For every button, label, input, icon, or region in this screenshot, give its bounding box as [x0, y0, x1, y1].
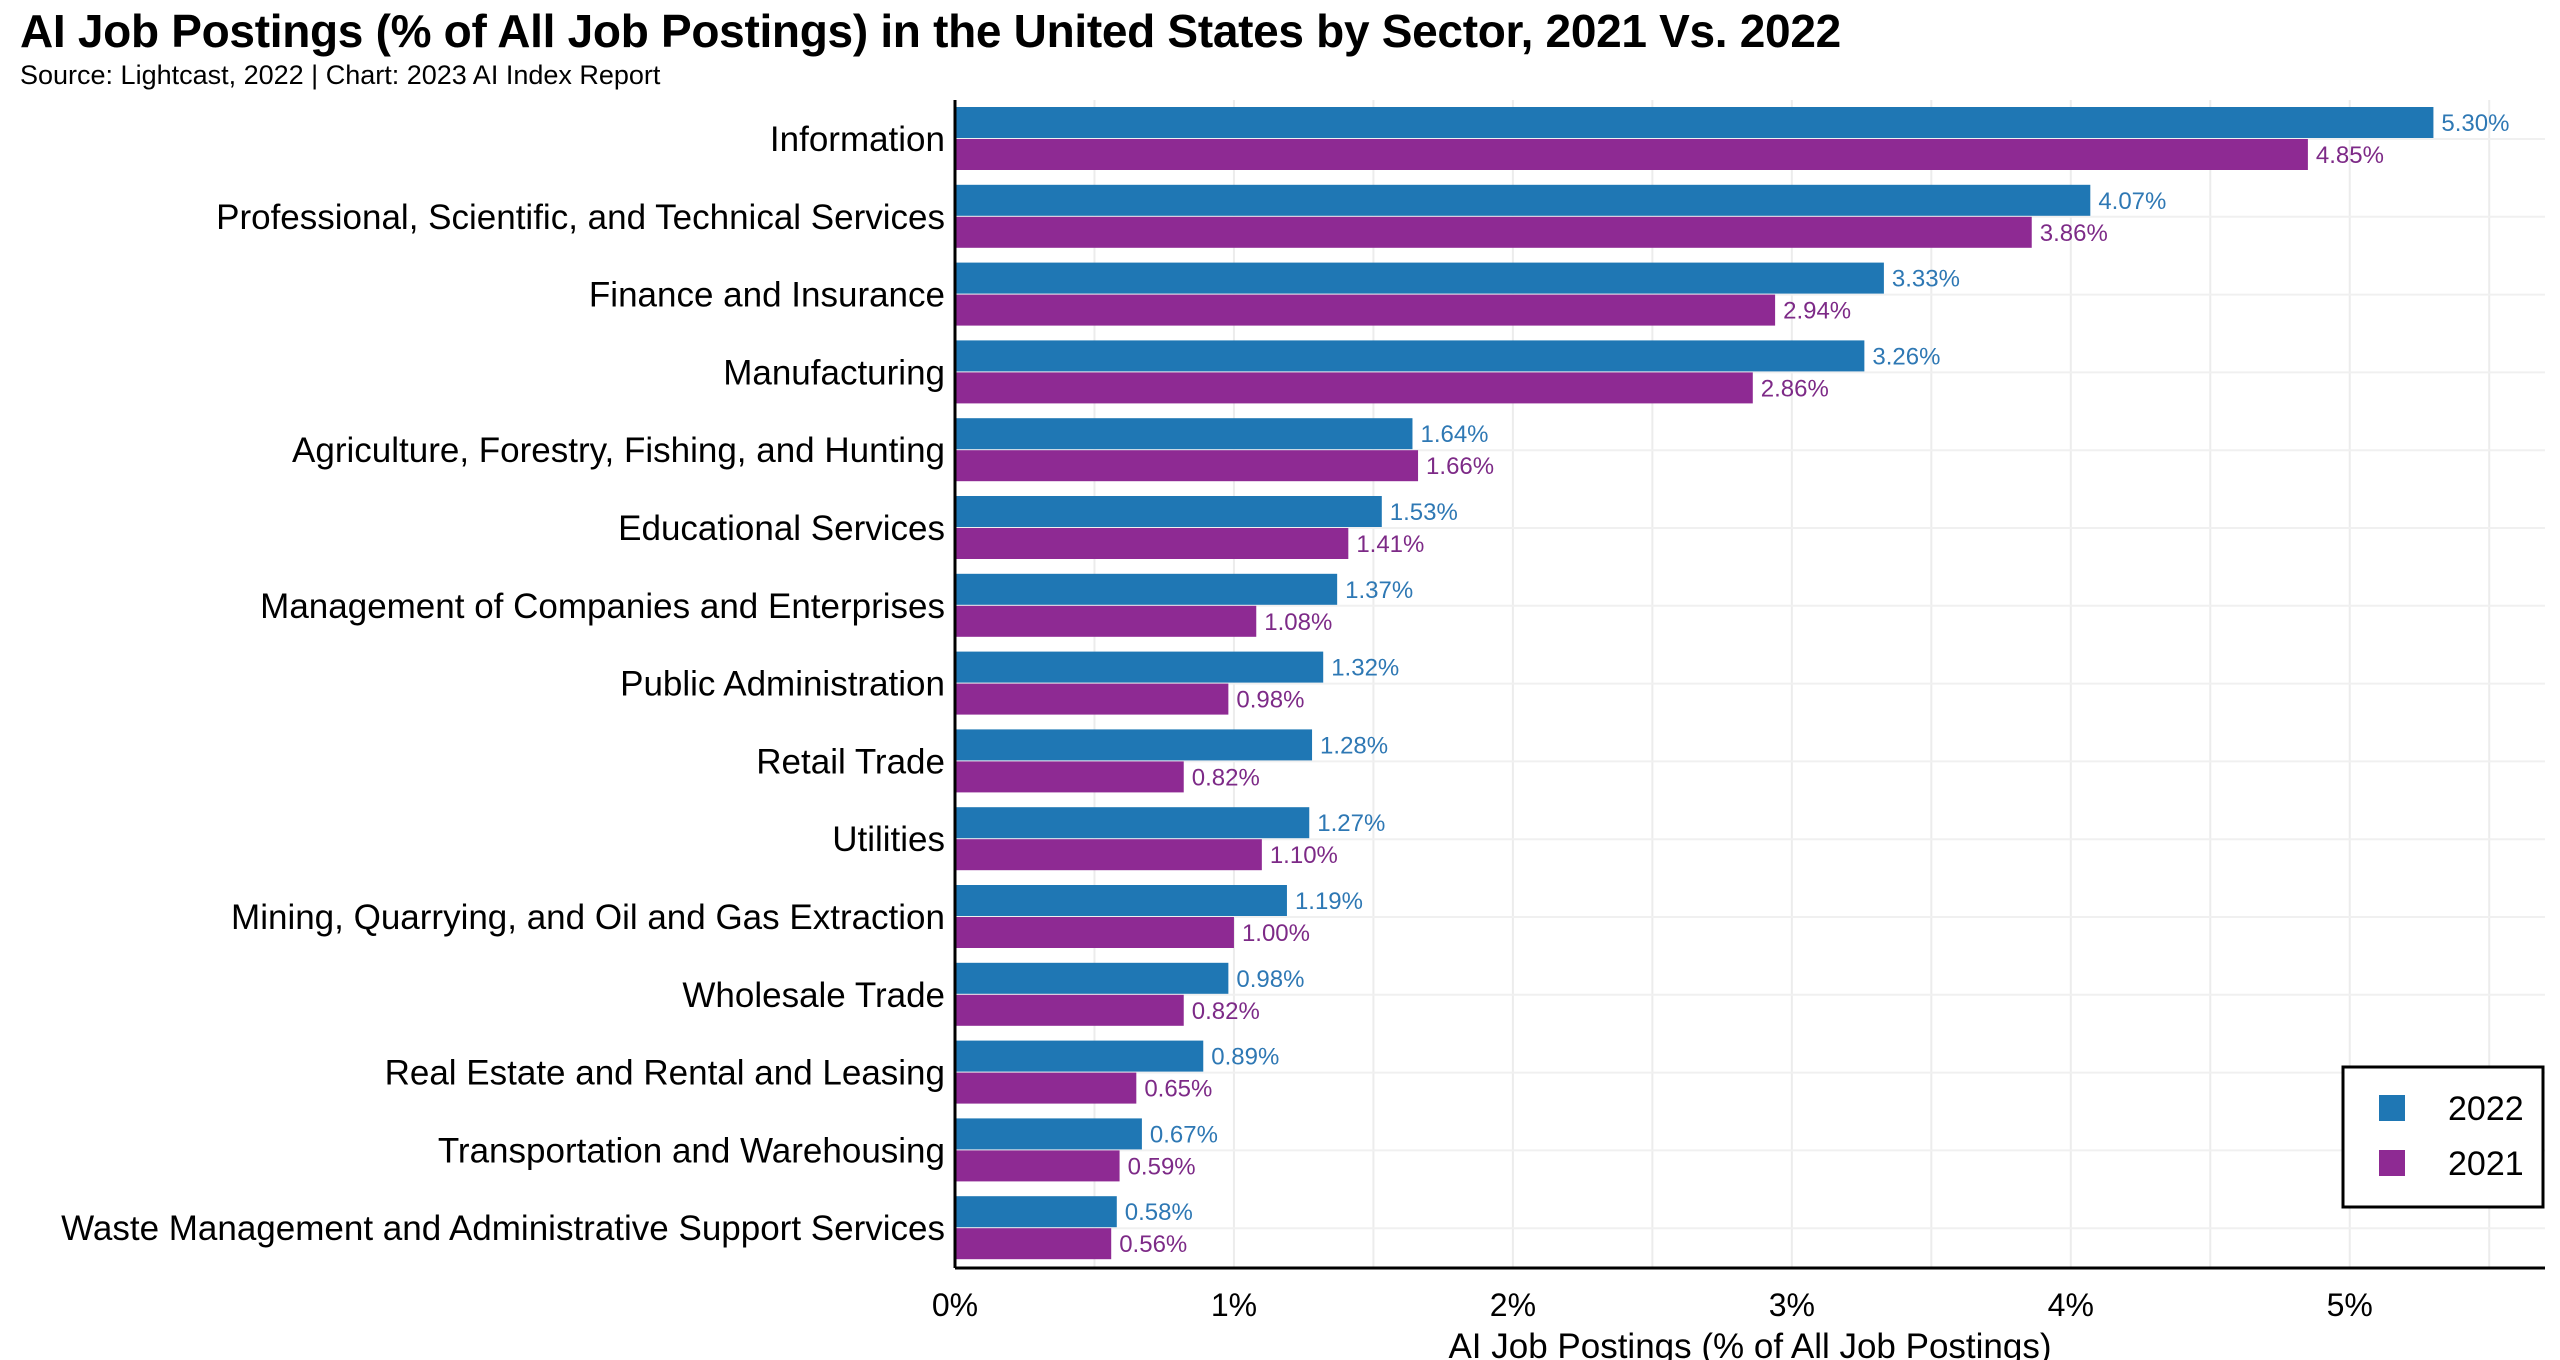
bar-2022	[955, 1040, 1204, 1072]
legend-swatch-2022	[2379, 1095, 2405, 1121]
bar-2022	[955, 184, 2091, 216]
legend: 2022 2021	[2341, 1065, 2545, 1209]
data-label-2021: 0.82%	[1192, 998, 1260, 1025]
data-label-2021: 1.66%	[1426, 453, 1494, 480]
bar-2021	[955, 294, 1776, 326]
bar-2022	[955, 807, 1310, 839]
data-label-2022: 0.98%	[1236, 966, 1304, 993]
data-label-2022: 1.27%	[1317, 810, 1385, 837]
bar-2021	[955, 994, 1184, 1026]
data-label-2021: 2.86%	[1761, 375, 1829, 402]
bar-2021	[955, 372, 1753, 404]
bar-2021	[955, 917, 1234, 948]
category-label: Utilities	[832, 820, 945, 859]
value-labels: 5.30% 4.85% 4.07% 3.86% 3.33% 2.94% 3.26% 2.86%…	[1119, 110, 2509, 1258]
data-label-2022: 1.64%	[1420, 421, 1488, 448]
bar-2022	[955, 340, 1865, 372]
data-label-2022: 0.67%	[1150, 1121, 1218, 1148]
data-label-2021: 2.94%	[1783, 298, 1851, 325]
data-label-2021: 1.10%	[1270, 842, 1338, 869]
legend-label-2022: 2022	[2448, 1090, 2524, 1128]
data-label-2021: 1.41%	[1356, 531, 1424, 558]
bar-2021	[955, 1150, 1120, 1182]
category-label: Retail Trade	[756, 742, 945, 781]
category-label: Agriculture, Forestry, Fishing, and Hunt…	[292, 431, 945, 470]
x-tick-label: 3%	[1769, 1287, 1815, 1323]
legend-box	[2341, 1065, 2545, 1209]
data-label-2022: 1.37%	[1345, 577, 1413, 604]
bar-2022	[955, 107, 2434, 138]
data-label-2021: 3.86%	[2040, 220, 2108, 247]
category-label: Finance and Insurance	[589, 276, 945, 315]
category-label: Transportation and Warehousing	[438, 1131, 945, 1170]
legend-swatch-2021	[2379, 1150, 2405, 1176]
data-label-2021: 0.56%	[1119, 1231, 1187, 1258]
category-label: Manufacturing	[723, 353, 945, 392]
bar-2022	[955, 262, 1884, 294]
bar-2022	[955, 496, 1382, 527]
category-label: Management of Companies and Enterprises	[260, 587, 945, 626]
data-label-2021: 4.85%	[2316, 142, 2384, 169]
data-label-2021: 0.59%	[1128, 1153, 1196, 1180]
bars	[955, 107, 2434, 1260]
x-tick-label: 1%	[1211, 1287, 1257, 1323]
bar-2022	[955, 885, 1287, 916]
category-label: Mining, Quarrying, and Oil and Gas Extra…	[231, 898, 945, 937]
bar-2022	[955, 962, 1229, 994]
data-label-2021: 0.82%	[1192, 764, 1260, 791]
bar-2021	[955, 450, 1419, 482]
category-label: Real Estate and Rental and Leasing	[385, 1054, 945, 1093]
bar-2022	[955, 651, 1324, 683]
bar-2022	[955, 573, 1338, 605]
data-label-2022: 0.58%	[1125, 1199, 1193, 1226]
data-label-2022: 4.07%	[2098, 188, 2166, 215]
bar-2022	[955, 1196, 1117, 1228]
bar-2021	[955, 1228, 1112, 1260]
category-labels: Information Professional, Scientific, and…	[61, 120, 945, 1248]
data-label-2021: 1.00%	[1242, 920, 1310, 947]
x-axis: 0% 1% 2% 3% 4% 5%	[932, 100, 2545, 1323]
data-label-2022: 1.53%	[1390, 499, 1458, 526]
category-label: Professional, Scientific, and Technical …	[216, 198, 945, 237]
data-label-2022: 0.89%	[1211, 1044, 1279, 1071]
category-label: Wholesale Trade	[682, 976, 945, 1015]
chart-subtitle: Source: Lightcast, 2022 | Chart: 2023 AI…	[20, 60, 661, 90]
data-label-2021: 1.08%	[1264, 609, 1332, 636]
bar-2021	[955, 761, 1184, 793]
data-label-2022: 5.30%	[2441, 110, 2509, 137]
data-label-2021: 0.98%	[1236, 687, 1304, 714]
legend-label-2021: 2021	[2448, 1145, 2524, 1183]
data-label-2022: 1.32%	[1331, 655, 1399, 682]
data-label-2022: 3.26%	[1872, 343, 1940, 370]
data-label-2022: 1.19%	[1295, 888, 1363, 915]
bar-2021	[955, 528, 1349, 559]
data-label-2021: 0.65%	[1144, 1076, 1212, 1103]
bar-2021	[955, 139, 2308, 170]
category-label: Public Administration	[620, 665, 945, 704]
bar-2021	[955, 605, 1257, 637]
data-label-2022: 1.28%	[1320, 732, 1388, 759]
x-tick-label: 4%	[2048, 1287, 2094, 1323]
bar-2021	[955, 683, 1229, 715]
bar-2021	[955, 1072, 1137, 1104]
bar-2022	[955, 1118, 1142, 1150]
category-label: Waste Management and Administrative Supp…	[61, 1209, 945, 1248]
chart-title: AI Job Postings (% of All Job Postings) …	[20, 5, 1841, 57]
bar-2022	[955, 729, 1313, 761]
category-label: Educational Services	[618, 509, 945, 548]
x-tick-label: 2%	[1490, 1287, 1536, 1323]
category-label: Information	[770, 120, 945, 159]
x-axis-title: AI Job Postings (% of All Job Postings)	[1448, 1327, 2051, 1360]
bar-2022	[955, 418, 1413, 450]
bar-2021	[955, 216, 2032, 248]
x-tick-label: 0%	[932, 1287, 978, 1323]
data-label-2022: 3.33%	[1892, 266, 1960, 293]
bar-2021	[955, 839, 1262, 871]
x-tick-label: 5%	[2327, 1287, 2373, 1323]
